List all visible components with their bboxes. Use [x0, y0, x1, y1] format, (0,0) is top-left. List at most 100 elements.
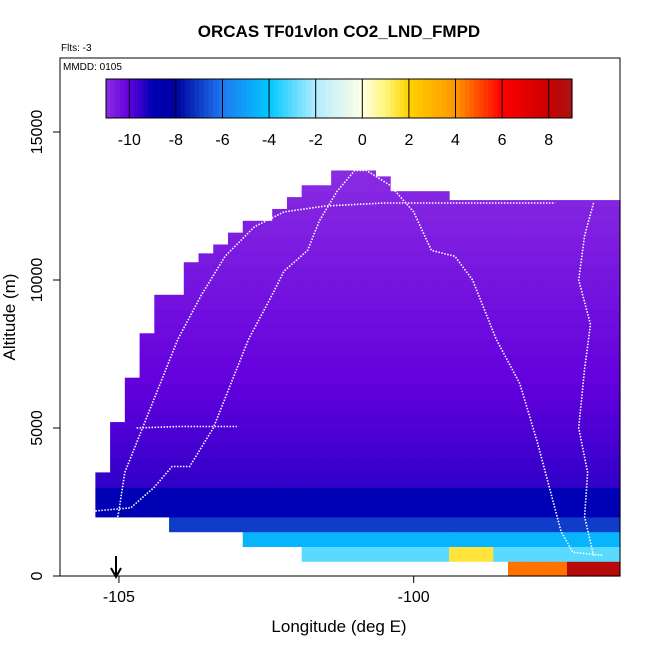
- heatmap-cell: [596, 457, 612, 473]
- heatmap-cell: [390, 383, 406, 399]
- heatmap-cell: [493, 457, 509, 473]
- heatmap-cell: [301, 368, 318, 385]
- heatmap-cell: [552, 531, 568, 547]
- colorbar-segment: [315, 79, 321, 118]
- heatmap-cell: [228, 457, 244, 473]
- heatmap-cell: [493, 516, 509, 533]
- heatmap-cell: [345, 413, 362, 429]
- heatmap-cell: [316, 265, 332, 281]
- heatmap-cell: [286, 280, 303, 296]
- heatmap-cell: [611, 250, 621, 266]
- heatmap-cell: [522, 398, 539, 414]
- heatmap-cell: [301, 265, 318, 281]
- heatmap-cell: [242, 324, 259, 340]
- heatmap-cell: [419, 442, 435, 459]
- heatmap-cell: [213, 442, 229, 459]
- colorbar-tick-label: -4: [262, 132, 276, 149]
- heatmap-cell: [331, 546, 347, 562]
- heatmap-cell: [552, 546, 568, 562]
- heatmap-cell: [154, 487, 170, 503]
- heatmap-cell: [478, 428, 494, 444]
- heatmap-cell: [154, 457, 170, 473]
- heatmap-cell: [345, 516, 362, 533]
- heatmap-cell: [390, 250, 406, 266]
- heatmap-cell: [596, 220, 612, 237]
- heatmap-cell: [139, 472, 155, 488]
- heatmap-cell: [360, 265, 376, 281]
- heatmap-cell: [581, 235, 598, 251]
- heatmap-cell: [537, 531, 553, 547]
- heatmap-cell: [611, 457, 621, 473]
- heatmap-cell: [596, 502, 612, 518]
- heatmap-cell: [375, 502, 391, 518]
- heatmap-cell: [596, 487, 612, 503]
- heatmap-cell: [581, 265, 598, 281]
- heatmap-cell: [522, 502, 539, 518]
- colorbar-segment: [115, 79, 121, 118]
- heatmap-cell: [331, 280, 347, 296]
- heatmap-cell: [493, 235, 509, 251]
- heatmap-cell: [242, 413, 259, 429]
- heatmap-cell: [493, 220, 509, 237]
- heatmap-cell: [537, 220, 553, 237]
- heatmap-cell: [169, 368, 185, 385]
- heatmap-cell: [552, 280, 568, 296]
- heatmap-cell: [360, 428, 376, 444]
- heatmap-cell: [419, 309, 435, 325]
- heatmap-cell: [183, 428, 200, 444]
- heatmap-cell: [272, 383, 288, 399]
- heatmap-cell: [331, 235, 347, 251]
- heatmap-cell: [493, 250, 509, 266]
- heatmap-cell: [242, 280, 259, 296]
- heatmap-cell: [493, 428, 509, 444]
- heatmap-cell: [566, 516, 583, 533]
- colorbar-segment: [502, 79, 508, 118]
- colorbar-segment: [157, 79, 163, 118]
- heatmap-cell: [566, 561, 583, 577]
- heatmap-cell: [257, 428, 273, 444]
- heatmap-cell: [316, 413, 332, 429]
- heatmap-cell: [478, 531, 494, 547]
- colorbar-segment: [413, 79, 419, 118]
- heatmap-cell: [419, 250, 435, 266]
- colorbar-segment: [530, 79, 536, 118]
- heatmap-cell: [508, 235, 524, 251]
- heatmap-cell: [596, 398, 612, 414]
- colorbar-segment: [194, 79, 200, 118]
- heatmap-cell: [154, 442, 170, 459]
- colorbar-segment: [241, 79, 247, 118]
- heatmap-cell: [110, 487, 126, 503]
- heatmap-cell: [581, 280, 598, 296]
- colorbar-segment: [236, 79, 242, 118]
- heatmap-cell: [478, 383, 494, 399]
- heatmap-cell: [449, 265, 465, 281]
- heatmap-cell: [257, 472, 273, 488]
- colorbar-segment: [264, 79, 270, 118]
- heatmap-cell: [611, 294, 621, 311]
- heatmap-cell: [257, 487, 273, 503]
- colorbar-segment: [278, 79, 284, 118]
- heatmap-cell: [508, 472, 524, 488]
- heatmap-cell: [522, 339, 539, 355]
- heatmap-cell: [508, 546, 524, 562]
- colorbar-segment: [432, 79, 438, 118]
- heatmap-cell: [463, 309, 480, 325]
- heatmap-cell: [390, 502, 406, 518]
- flts-label: Flts: -3: [61, 43, 92, 54]
- heatmap-cell: [286, 413, 303, 429]
- heatmap-cell: [611, 324, 621, 340]
- heatmap-cell: [257, 265, 273, 281]
- heatmap-cell: [257, 250, 273, 266]
- arrow-head: [110, 567, 122, 580]
- heatmap-cell: [404, 250, 421, 266]
- heatmap-cell: [375, 220, 391, 237]
- heatmap-cell: [213, 457, 229, 473]
- heatmap-cell: [228, 324, 244, 340]
- heatmap-cell: [301, 383, 318, 399]
- colorbar-segment: [362, 79, 368, 118]
- heatmap-cell: [316, 368, 332, 385]
- heatmap-cell: [360, 170, 376, 177]
- heatmap-cell: [522, 428, 539, 444]
- heatmap-cell: [213, 368, 229, 385]
- colorbar-segment: [124, 79, 130, 118]
